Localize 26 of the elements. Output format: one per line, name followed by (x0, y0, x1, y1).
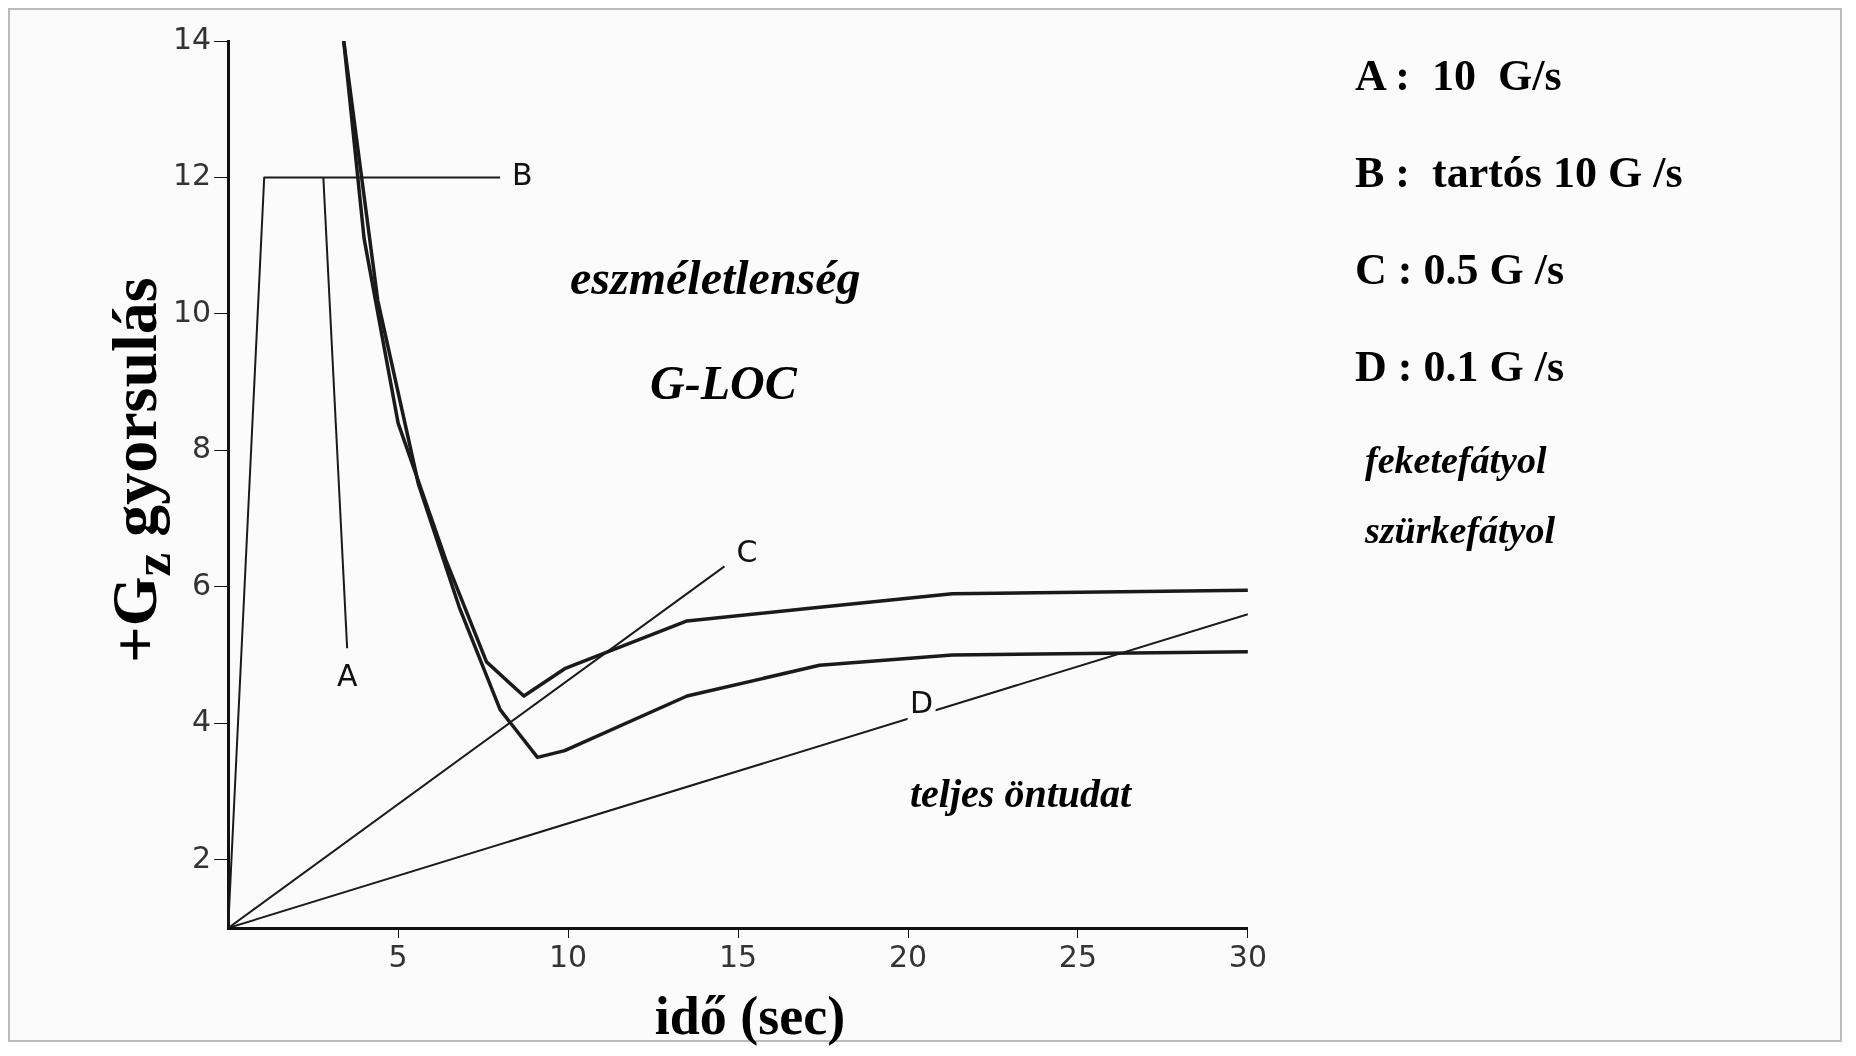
x-tick-label: 15 (718, 938, 758, 974)
text: C : 0.5 G /s (1355, 244, 1565, 295)
x-tick-label: 10 (548, 938, 588, 974)
y-tick-label: 4 (192, 703, 212, 739)
text: szürkefátyol (1365, 508, 1556, 552)
annotation: A (336, 658, 358, 694)
y-tick-label: 14 (172, 20, 212, 56)
annotation: D (910, 685, 934, 721)
x-tick-label: 20 (888, 938, 928, 974)
text: B : tartós 10 G /s (1355, 147, 1684, 198)
y-tick-label: 12 (172, 157, 212, 193)
text: A : 10 G/s (1355, 50, 1563, 101)
x-tick-label: 5 (388, 938, 408, 974)
annotation: B (512, 157, 533, 193)
y-tick-label: 2 (192, 839, 212, 875)
annotation: eszméletlenség (570, 250, 861, 305)
text: feketefátyol (1365, 438, 1548, 482)
annotation: G-LOC (650, 355, 797, 410)
x-tick-label: 30 (1228, 938, 1268, 974)
annotation: teljes öntudat (910, 770, 1132, 817)
text: D : 0.1 G /s (1355, 341, 1565, 392)
x-tick-label: 25 (1058, 938, 1098, 974)
x-axis-title: idő (sec) (653, 985, 847, 1047)
y-tick-label: 8 (192, 430, 212, 466)
annotation: C (736, 534, 758, 570)
y-tick-label: 6 (192, 566, 212, 602)
